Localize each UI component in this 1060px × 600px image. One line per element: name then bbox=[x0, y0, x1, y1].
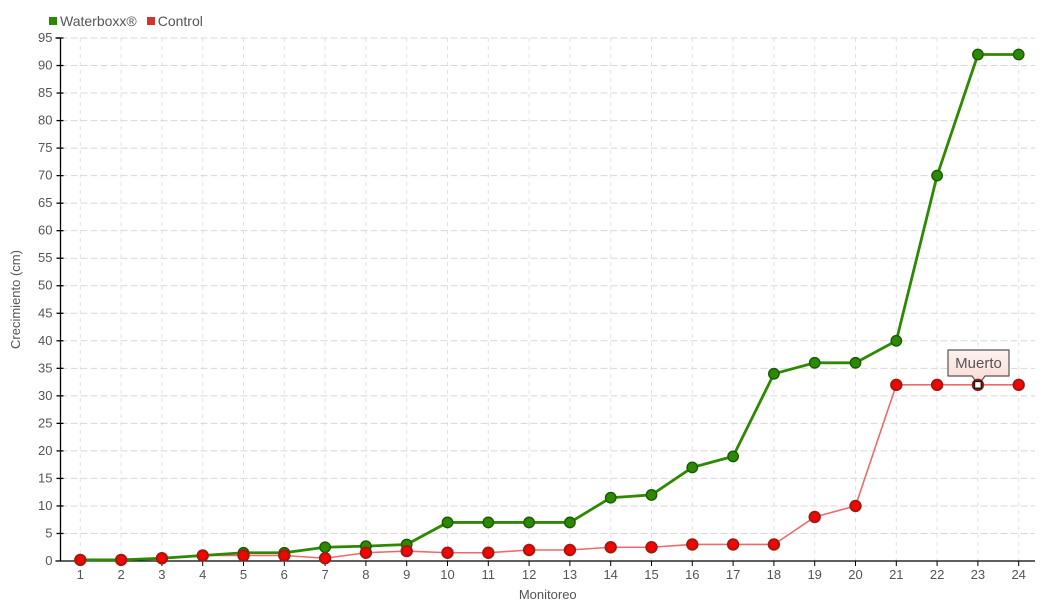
svg-text:7: 7 bbox=[321, 567, 328, 582]
svg-text:75: 75 bbox=[38, 140, 52, 155]
svg-text:19: 19 bbox=[807, 567, 821, 582]
svg-text:85: 85 bbox=[38, 85, 52, 100]
svg-text:9: 9 bbox=[403, 567, 410, 582]
svg-text:5: 5 bbox=[45, 525, 52, 540]
svg-text:20: 20 bbox=[38, 443, 52, 458]
svg-text:1: 1 bbox=[77, 567, 84, 582]
svg-text:Crecimiento (cm): Crecimiento (cm) bbox=[8, 250, 23, 349]
svg-text:8: 8 bbox=[362, 567, 369, 582]
svg-text:45: 45 bbox=[38, 305, 52, 320]
svg-text:20: 20 bbox=[848, 567, 862, 582]
svg-text:18: 18 bbox=[767, 567, 781, 582]
svg-text:14: 14 bbox=[603, 567, 617, 582]
svg-text:10: 10 bbox=[440, 567, 454, 582]
svg-text:Monitoreo: Monitoreo bbox=[519, 587, 577, 600]
svg-text:3: 3 bbox=[158, 567, 165, 582]
svg-text:12: 12 bbox=[522, 567, 536, 582]
svg-text:30: 30 bbox=[38, 388, 52, 403]
svg-text:95: 95 bbox=[38, 30, 52, 45]
svg-text:Muerto: Muerto bbox=[955, 355, 1002, 372]
svg-text:23: 23 bbox=[971, 567, 985, 582]
svg-text:16: 16 bbox=[685, 567, 699, 582]
svg-text:2: 2 bbox=[117, 567, 124, 582]
svg-text:22: 22 bbox=[930, 567, 944, 582]
svg-text:13: 13 bbox=[563, 567, 577, 582]
svg-text:35: 35 bbox=[38, 360, 52, 375]
svg-text:50: 50 bbox=[38, 278, 52, 293]
svg-text:0: 0 bbox=[45, 553, 52, 568]
svg-text:70: 70 bbox=[38, 168, 52, 183]
svg-text:65: 65 bbox=[38, 195, 52, 210]
svg-text:60: 60 bbox=[38, 223, 52, 238]
svg-text:4: 4 bbox=[199, 567, 206, 582]
svg-text:25: 25 bbox=[38, 415, 52, 430]
svg-text:40: 40 bbox=[38, 333, 52, 348]
svg-text:90: 90 bbox=[38, 58, 52, 73]
svg-text:17: 17 bbox=[726, 567, 740, 582]
svg-text:11: 11 bbox=[482, 567, 496, 582]
svg-text:10: 10 bbox=[38, 498, 52, 513]
svg-text:80: 80 bbox=[38, 113, 52, 128]
svg-text:15: 15 bbox=[38, 470, 52, 485]
svg-text:5: 5 bbox=[240, 567, 247, 582]
svg-text:6: 6 bbox=[281, 567, 288, 582]
svg-text:55: 55 bbox=[38, 250, 52, 265]
svg-text:24: 24 bbox=[1011, 567, 1025, 582]
svg-text:21: 21 bbox=[889, 567, 903, 582]
svg-text:15: 15 bbox=[644, 567, 658, 582]
